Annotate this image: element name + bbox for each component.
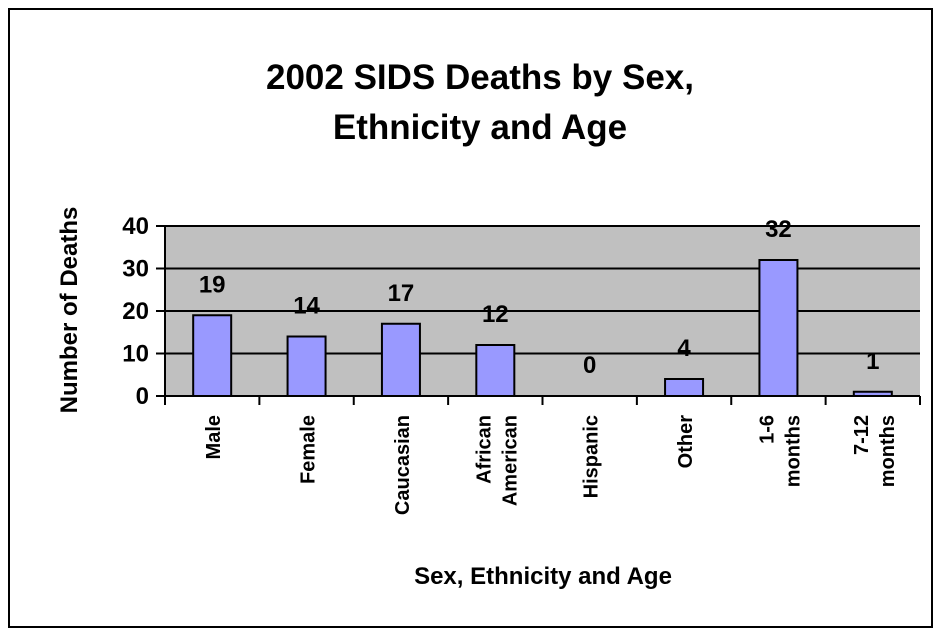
data-label: 32 bbox=[765, 216, 792, 243]
bar bbox=[665, 379, 703, 396]
data-label: 19 bbox=[199, 271, 226, 298]
data-label: 14 bbox=[293, 293, 320, 320]
x-axis-label: Sex, Ethnicity and Age bbox=[414, 563, 672, 590]
x-tick-label: months bbox=[877, 415, 899, 487]
plot-area: 01020304019Male14Female17Caucasian12Afri… bbox=[122, 213, 920, 515]
x-tick-label: Caucasian bbox=[392, 415, 414, 515]
y-tick-label: 40 bbox=[122, 213, 149, 240]
chart-title-line-1: 2002 SIDS Deaths by Sex, bbox=[266, 58, 694, 97]
bar bbox=[288, 337, 326, 397]
x-tick-label: 1-6 bbox=[756, 415, 778, 444]
data-label: 12 bbox=[482, 301, 509, 328]
data-label: 1 bbox=[866, 348, 879, 375]
bar bbox=[759, 260, 797, 396]
x-tick-label: 7-12 bbox=[851, 415, 873, 455]
bar bbox=[854, 392, 892, 396]
x-tick-label: American bbox=[499, 415, 521, 506]
bar bbox=[382, 324, 420, 396]
bar bbox=[476, 345, 514, 396]
bar bbox=[193, 315, 231, 396]
y-tick-label: 10 bbox=[122, 341, 149, 368]
data-label: 0 bbox=[583, 352, 596, 379]
x-tick-label: Hispanic bbox=[581, 415, 603, 498]
y-tick-label: 0 bbox=[136, 383, 149, 410]
x-tick-label: Male bbox=[203, 415, 225, 459]
x-tick-label: African bbox=[473, 415, 495, 484]
y-tick-label: 30 bbox=[122, 256, 149, 283]
data-label: 17 bbox=[388, 280, 415, 307]
data-label: 4 bbox=[677, 335, 691, 362]
chart-title-line-2: Ethnicity and Age bbox=[333, 108, 627, 147]
y-tick-label: 20 bbox=[122, 298, 149, 325]
y-axis-label: Number of Deaths bbox=[56, 207, 83, 414]
x-tick-label: months bbox=[782, 415, 804, 487]
x-tick-label: Other bbox=[675, 415, 697, 469]
x-tick-label: Female bbox=[298, 415, 320, 484]
